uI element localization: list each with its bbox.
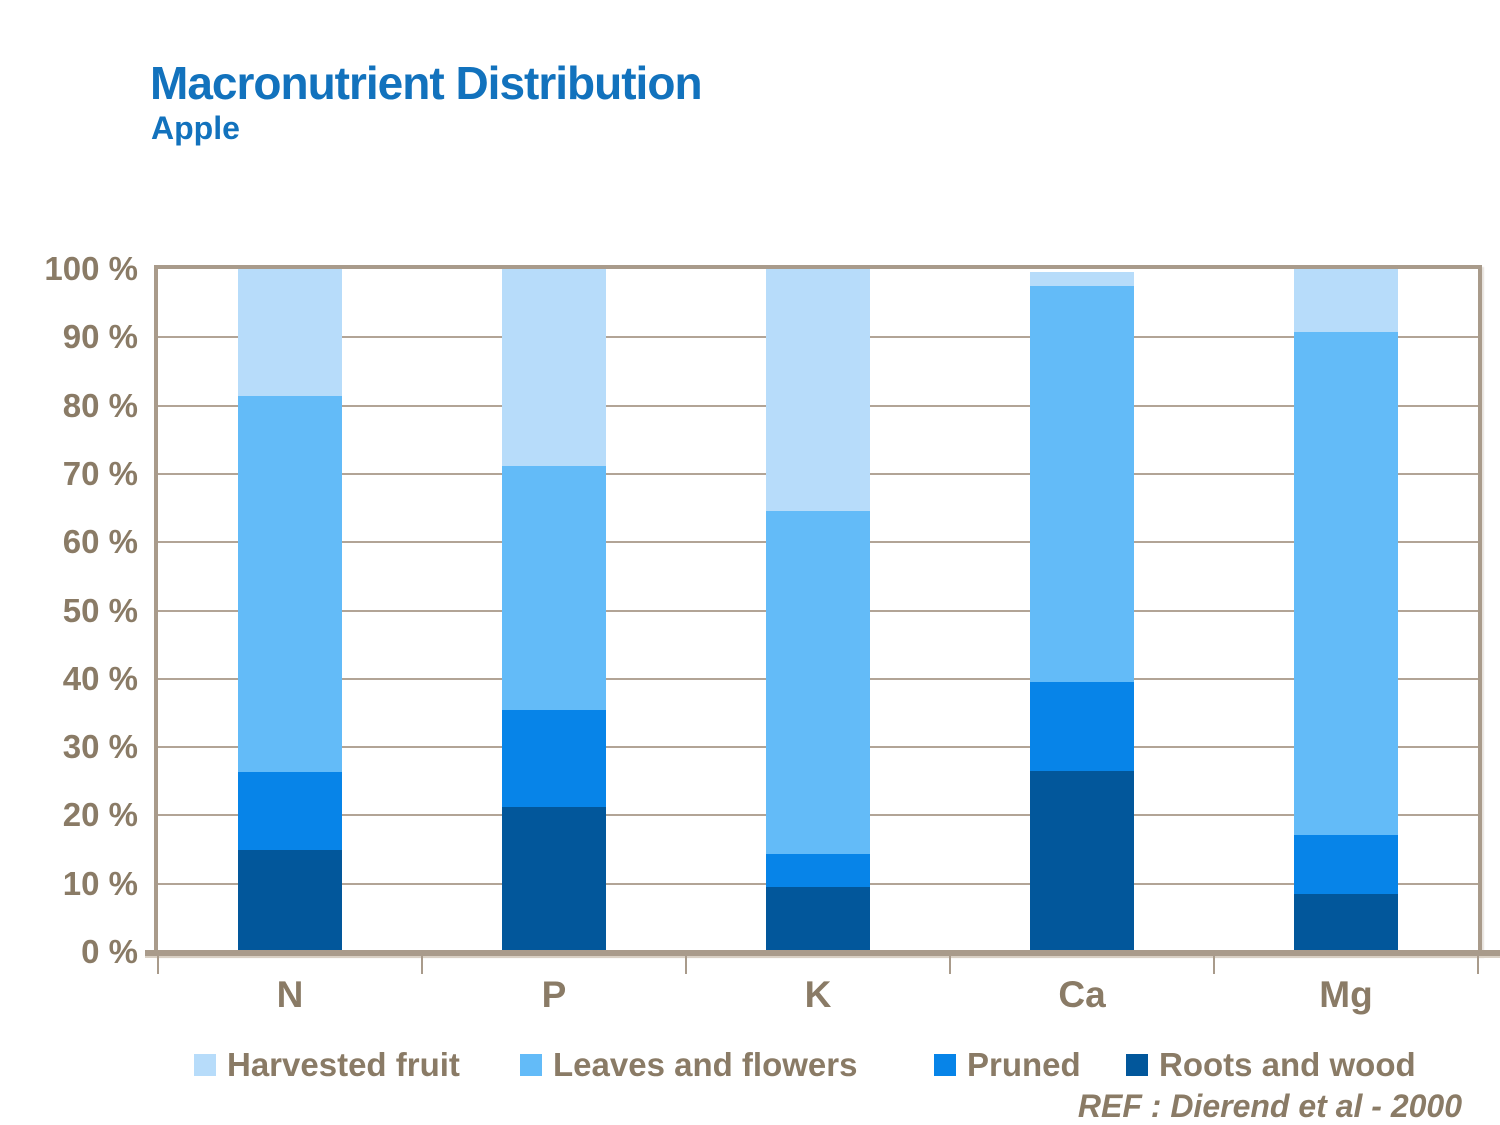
legend-swatch <box>520 1054 542 1076</box>
legend-item: Roots and wood <box>1126 1046 1416 1084</box>
y-tick-label: 70 % <box>62 454 138 492</box>
y-tick-label: 20 % <box>62 796 138 834</box>
y-tick-label: 90 % <box>62 318 138 356</box>
bar-segment <box>766 887 870 952</box>
bar-segment <box>238 771 342 850</box>
bar-segment <box>502 807 606 952</box>
legend-label: Roots and wood <box>1159 1046 1416 1083</box>
bar-segment <box>1030 272 1134 287</box>
bar-segment <box>238 849 342 952</box>
legend-label: Pruned <box>967 1046 1081 1083</box>
reference-text: REF : Dierend et al - 2000 <box>1077 1088 1462 1124</box>
x-tick <box>949 956 951 974</box>
legend-item: Harvested fruit <box>194 1046 460 1084</box>
bar-segment <box>502 465 606 710</box>
legend-label: Leaves and flowers <box>553 1046 858 1083</box>
category-label-P: P <box>541 974 567 1015</box>
bar-segment <box>1030 286 1134 683</box>
y-tick-label: 100 % <box>44 250 138 287</box>
bar-segment <box>1030 771 1134 952</box>
bar-segment <box>766 853 870 888</box>
plot-area <box>154 265 1482 956</box>
bar-N <box>238 269 342 952</box>
bar-segment <box>766 269 870 511</box>
y-tick-label: 30 % <box>62 728 138 766</box>
bar-segment <box>1030 682 1134 772</box>
y-tick-label: 10 % <box>62 864 138 902</box>
legend-swatch <box>1126 1054 1148 1076</box>
category-label-Mg: Mg <box>1319 974 1373 1015</box>
bar-segment <box>1294 893 1398 952</box>
x-tick <box>685 956 687 974</box>
y-tick-label: 40 % <box>62 659 138 697</box>
x-axis-line <box>145 950 1500 956</box>
legend-item: Leaves and flowers <box>520 1046 857 1084</box>
category-label-N: N <box>276 974 304 1015</box>
x-tick <box>1213 956 1215 974</box>
bar-segment <box>238 269 342 397</box>
y-tick-label: 0 % <box>81 933 138 970</box>
x-axis-line-shadow <box>145 956 1500 958</box>
y-tick-label: 80 % <box>62 386 138 424</box>
category-label-K: K <box>804 974 832 1015</box>
y-tick-label: 50 % <box>62 591 138 629</box>
bar-segment <box>502 269 606 466</box>
bar-segment <box>1294 834 1398 894</box>
bar-segment <box>1294 269 1398 332</box>
y-axis-labels: 100 % 90 % 80 % 70 % 60 % 50 % 40 % 30 % 20 % 10 … <box>0 0 138 1125</box>
bar-Ca <box>1030 272 1134 952</box>
bar-K <box>766 269 870 952</box>
plot-inner <box>158 269 1478 952</box>
bar-Mg <box>1294 269 1398 952</box>
legend-swatch <box>934 1054 956 1076</box>
bar-segment <box>502 709 606 808</box>
bar-segment <box>766 510 870 854</box>
legend-label: Harvested fruit <box>227 1046 460 1083</box>
bar-segment <box>238 396 342 772</box>
page-title: Macronutrient Distribution <box>150 57 703 109</box>
x-tick <box>421 956 423 974</box>
page-subtitle: Apple <box>151 110 240 146</box>
bar-P <box>502 269 606 952</box>
category-label-Ca: Ca <box>1058 974 1106 1015</box>
x-tick <box>157 956 159 974</box>
y-tick-label: 60 % <box>62 523 138 561</box>
legend-item: Pruned <box>934 1046 1081 1084</box>
x-tick <box>1477 956 1479 974</box>
bar-segment <box>1294 331 1398 835</box>
legend-swatch <box>194 1054 216 1076</box>
